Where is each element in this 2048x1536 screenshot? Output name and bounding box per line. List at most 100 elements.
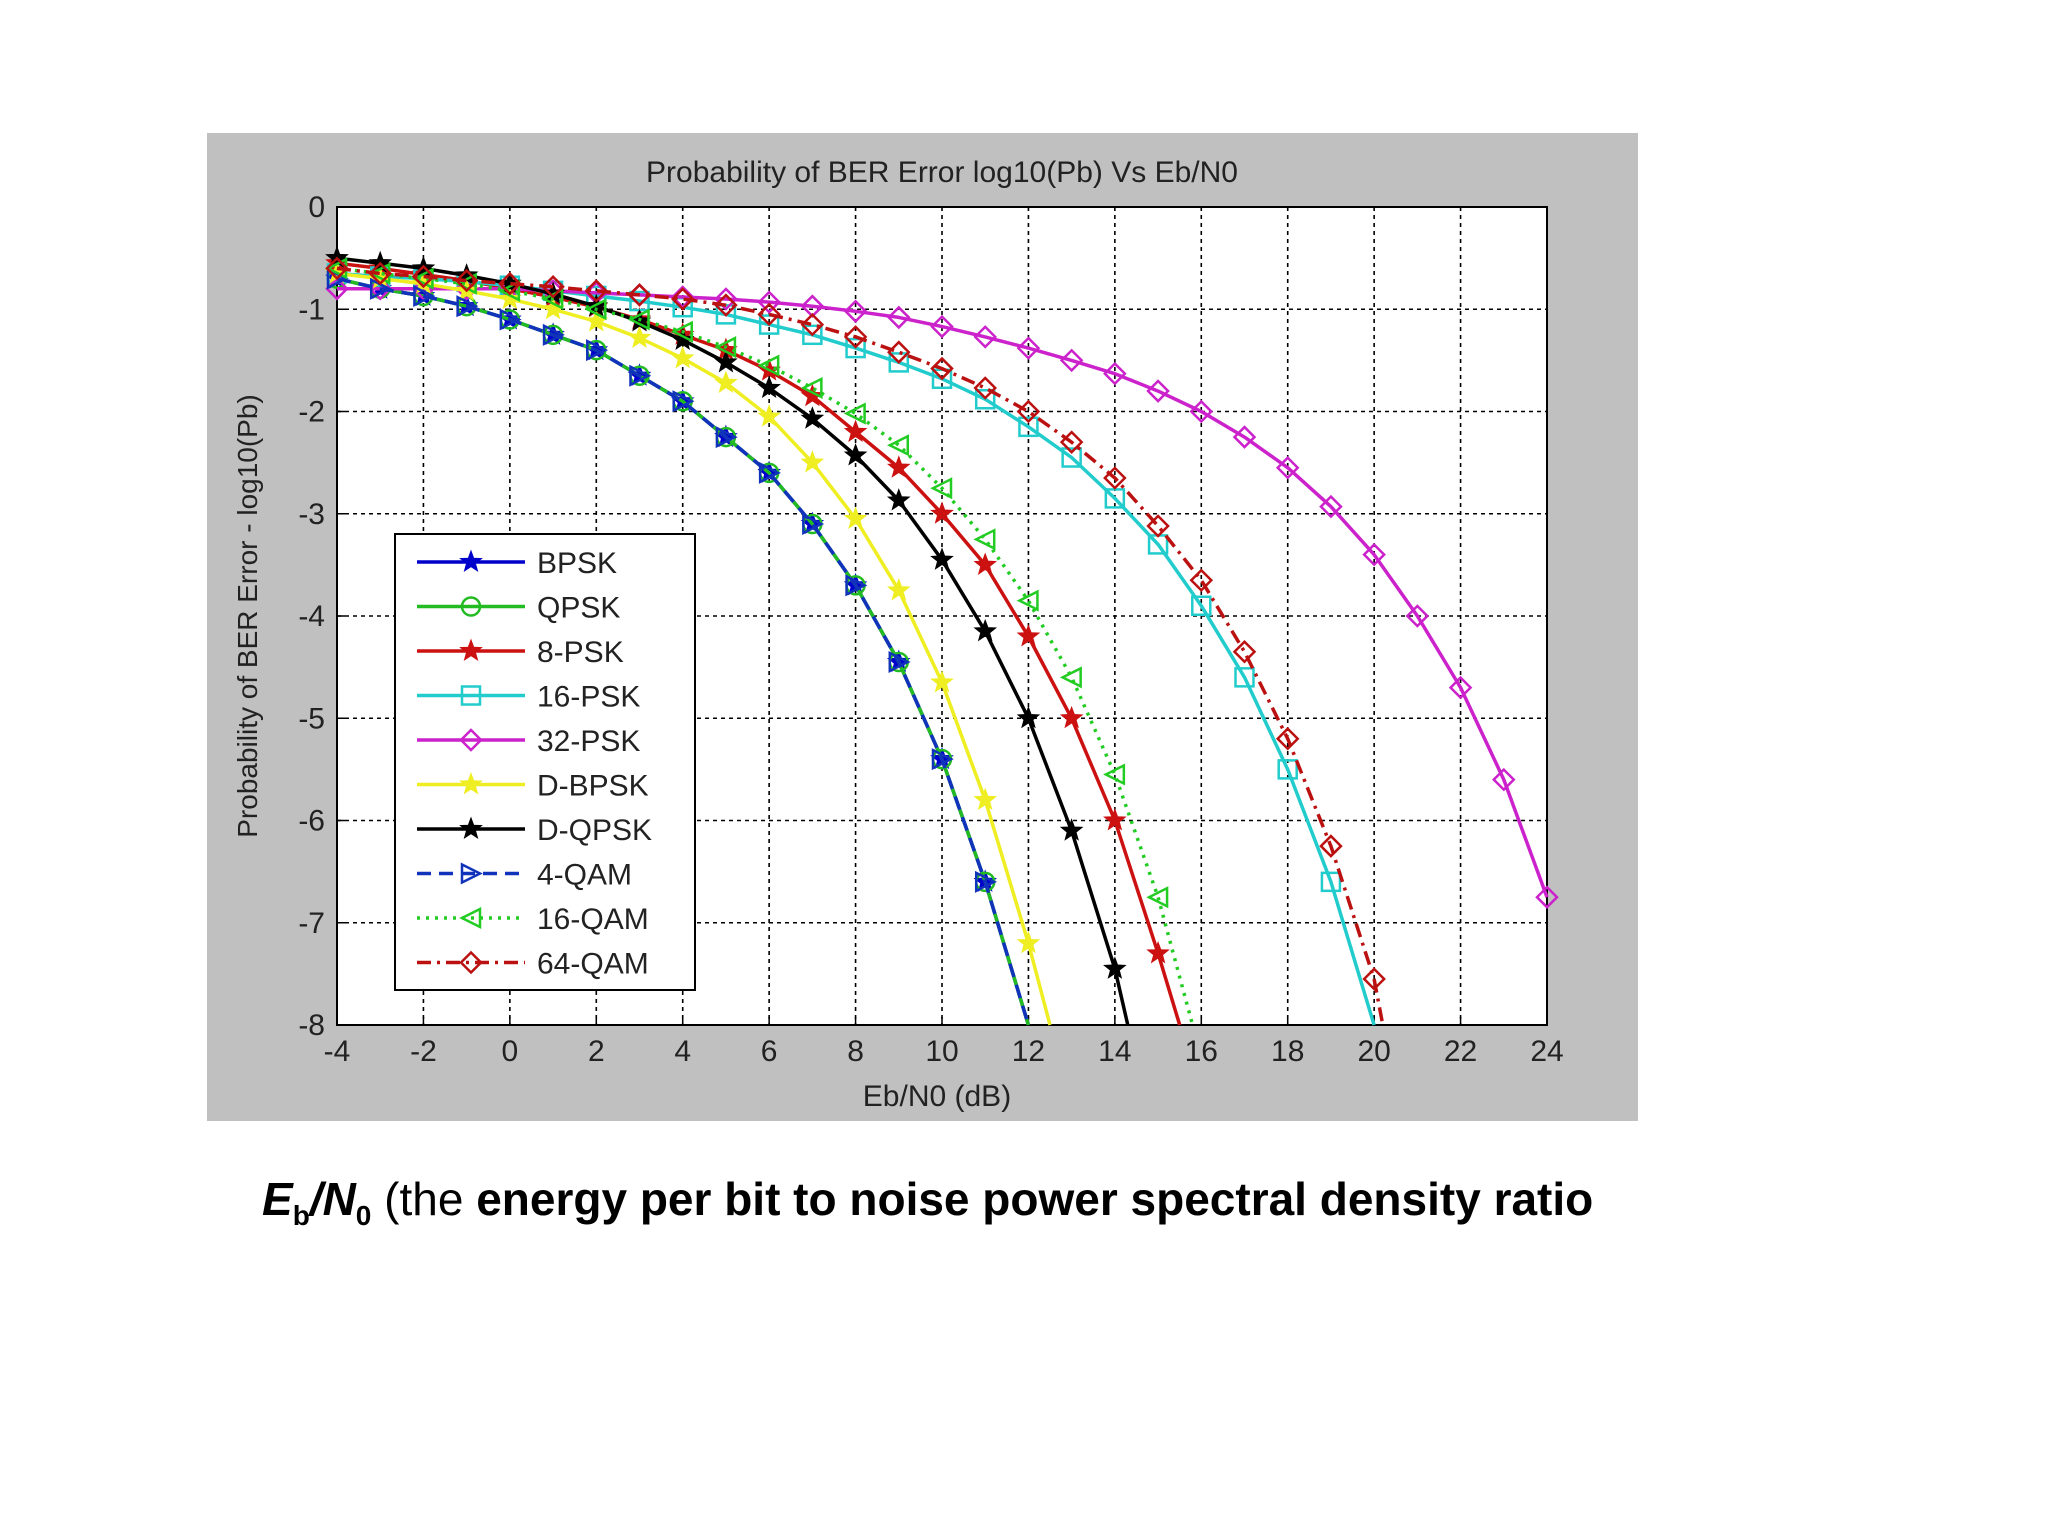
data-point-16-qam bbox=[541, 288, 564, 311]
x-tick-label: -4 bbox=[324, 1035, 351, 1068]
data-point-d-bpsk bbox=[843, 506, 868, 529]
legend-entry-bpsk: BPSK bbox=[417, 547, 617, 580]
series-16-qam bbox=[325, 257, 1195, 1026]
data-point-32-psk bbox=[1492, 767, 1516, 792]
data-point-16-psk bbox=[888, 352, 910, 373]
data-point-16-qam bbox=[1146, 886, 1169, 909]
data-point-d-bpsk bbox=[973, 787, 998, 811]
data-point-32-psk bbox=[1405, 604, 1430, 628]
data-point-64-qam bbox=[1275, 726, 1300, 751]
data-point-64-qam bbox=[757, 302, 781, 327]
data-point-16-psk bbox=[1061, 447, 1082, 468]
data-point-8-psk bbox=[973, 552, 998, 575]
legend-label: D-BPSK bbox=[537, 770, 649, 803]
data-point-d-qpsk bbox=[886, 488, 911, 511]
x-tick-label: 2 bbox=[588, 1035, 605, 1068]
data-point-4-qam bbox=[413, 284, 436, 307]
data-point-16-qam bbox=[1016, 589, 1039, 612]
data-point-16-qam bbox=[757, 354, 780, 377]
data-point-32-psk bbox=[670, 285, 695, 309]
data-point-d-bpsk bbox=[930, 670, 954, 693]
legend-label: 8-PSK bbox=[537, 636, 624, 669]
data-point-d-qpsk bbox=[714, 349, 738, 373]
data-point-64-qam bbox=[800, 312, 825, 337]
data-point-64-qam bbox=[498, 271, 522, 296]
legend-entry-qpsk: QPSK bbox=[417, 592, 620, 625]
data-point-32-psk bbox=[1103, 361, 1127, 386]
legend-marker-8-psk bbox=[459, 638, 483, 662]
data-point-64-qam bbox=[1016, 399, 1041, 424]
y-tick-label: -8 bbox=[298, 1009, 325, 1042]
legend-entry-64-qam: 64-QAM bbox=[417, 948, 649, 981]
data-point-32-psk bbox=[1232, 425, 1257, 449]
data-point-4-qam bbox=[542, 323, 565, 346]
series-64-qam bbox=[325, 256, 1386, 1026]
legend-marker-qpsk bbox=[460, 596, 482, 617]
data-point-8-psk bbox=[843, 419, 868, 442]
data-point-32-psk bbox=[368, 277, 392, 301]
data-point-8-psk bbox=[1059, 705, 1084, 729]
data-point-64-qam bbox=[1232, 640, 1257, 664]
data-point-32-psk bbox=[714, 287, 738, 311]
data-point-16-qam bbox=[800, 376, 823, 400]
data-point-32-psk bbox=[1362, 542, 1386, 567]
axis-ticks: -4 -2 0 2 4 6 8 10 12 14 16 18 20 22 240-1-2-3-4-5-6-7… bbox=[298, 191, 1563, 1068]
y-tick-label: -4 bbox=[298, 600, 325, 633]
x-tick-label: 0 bbox=[502, 1035, 519, 1068]
data-point-4-qam bbox=[888, 650, 911, 674]
data-point-32-psk bbox=[1535, 885, 1559, 909]
legend-label: 16-PSK bbox=[537, 681, 640, 714]
data-point-4-qam bbox=[715, 426, 738, 449]
data-point-64-qam bbox=[843, 325, 868, 349]
legend-marker-d-bpsk bbox=[459, 772, 483, 795]
x-tick-label: 10 bbox=[925, 1035, 958, 1068]
legend-marker-64-qam bbox=[459, 950, 483, 975]
data-point-32-psk bbox=[1189, 399, 1214, 424]
data-point-16-psk bbox=[802, 324, 823, 346]
data-point-64-qam bbox=[1189, 568, 1214, 592]
data-point-16-qam bbox=[930, 477, 953, 500]
data-point-16-qam bbox=[714, 336, 737, 359]
legend-entry-4-qam: 4-QAM bbox=[417, 859, 632, 892]
data-point-4-qam bbox=[456, 295, 479, 318]
x-tick-label: 8 bbox=[847, 1035, 864, 1068]
y-tick-label: -6 bbox=[298, 805, 325, 838]
legend-entry-d-qpsk: D-QPSK bbox=[417, 814, 652, 847]
x-tick-label: -2 bbox=[410, 1035, 437, 1068]
data-point-d-bpsk bbox=[627, 325, 652, 348]
legend-entry-16-psk: 16-PSK bbox=[417, 681, 640, 714]
x-tick-label: 18 bbox=[1271, 1035, 1304, 1068]
series-4-qam bbox=[326, 267, 1031, 1026]
legend-marker-bpsk bbox=[459, 549, 483, 573]
legend-marker-32-psk bbox=[459, 728, 483, 752]
data-point-d-bpsk bbox=[800, 450, 825, 473]
legend-label: QPSK bbox=[537, 592, 620, 625]
legend-label: BPSK bbox=[537, 547, 617, 580]
legend: BPSK QPSK 8-PSK 16-PSK 32-PSK D-BPSK D-QPSK 4-Q… bbox=[394, 533, 696, 991]
data-point-64-qam bbox=[368, 261, 392, 286]
legend-marker-16-psk bbox=[460, 685, 482, 706]
data-point-64-qam bbox=[325, 256, 349, 281]
legend-box bbox=[394, 533, 696, 991]
data-point-32-psk bbox=[930, 314, 954, 339]
y-tick-label: -5 bbox=[298, 702, 325, 735]
legend-marker-d-qpsk bbox=[459, 816, 483, 840]
legend-entry-8-psk: 8-PSK bbox=[417, 636, 624, 669]
legend-marker-16-qam bbox=[459, 906, 482, 930]
data-point-16-qam bbox=[584, 298, 607, 321]
data-point-32-psk bbox=[887, 305, 911, 330]
data-point-32-psk bbox=[1146, 379, 1170, 403]
data-point-64-qam bbox=[930, 356, 954, 381]
series-lines bbox=[325, 245, 1559, 1026]
caption: Eb/N0 (the energy per bit to noise power… bbox=[262, 1173, 1594, 1232]
data-point-4-qam bbox=[974, 870, 998, 893]
x-tick-label: 22 bbox=[1444, 1035, 1477, 1068]
data-point-64-qam bbox=[714, 293, 738, 317]
legend-entry-16-qam: 16-QAM bbox=[417, 903, 649, 936]
legend-entry-d-bpsk: D-BPSK bbox=[417, 770, 649, 803]
legend-label: 64-QAM bbox=[537, 948, 649, 981]
data-point-4-qam bbox=[802, 512, 825, 535]
y-axis-label: Probability of BER Error - log10(Pb) bbox=[232, 394, 263, 838]
data-point-4-qam bbox=[586, 339, 609, 362]
